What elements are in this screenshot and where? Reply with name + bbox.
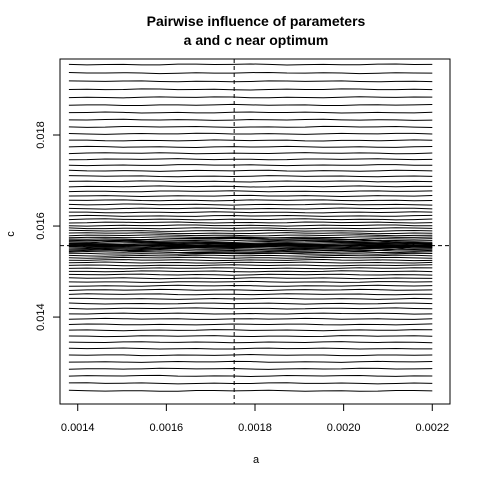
contour-line (68, 214, 433, 217)
contour-line (68, 229, 433, 232)
chart-title-line-1: Pairwise influence of parameters (147, 13, 366, 29)
contour-line (68, 218, 433, 221)
contour-line (68, 250, 433, 254)
contour-line (68, 288, 433, 291)
y-tick-label: 0.014 (35, 303, 47, 331)
contour-line (68, 158, 433, 161)
contour-line (68, 238, 433, 241)
contour-line (68, 224, 433, 227)
contour-line (68, 211, 433, 214)
contour-line (68, 354, 433, 357)
contour-line (68, 111, 433, 114)
contour-line (68, 194, 433, 197)
contour-line (68, 132, 433, 135)
contour-line (68, 80, 433, 83)
contour-line (68, 374, 433, 377)
contour-line (68, 297, 433, 300)
contour-line (68, 145, 433, 148)
contour-line (68, 264, 433, 267)
contour-line (68, 169, 433, 172)
y-tick-label: 0.016 (35, 212, 47, 240)
chart-title-line-2: a and c near optimum (184, 32, 329, 48)
contour-line (68, 180, 433, 183)
contour-line (68, 175, 433, 178)
contour-line (68, 227, 433, 230)
contour-line (68, 190, 433, 193)
contour-line (68, 273, 433, 276)
plot-frame (59, 58, 451, 405)
contour-line (68, 242, 433, 245)
contour-line (68, 284, 433, 287)
contour-line (68, 248, 433, 251)
contour-line (68, 267, 433, 270)
y-axis-label: c (5, 231, 17, 237)
contour-line (68, 293, 433, 296)
contour-line (68, 63, 433, 66)
contour-line (68, 139, 433, 142)
contour-line (68, 256, 433, 259)
contour-line (68, 323, 433, 326)
contour-line (68, 199, 433, 202)
contour-line (68, 280, 433, 283)
y-tick-label: 0.018 (35, 121, 47, 149)
contour-line (68, 254, 433, 257)
contour-line (68, 71, 433, 75)
contour-line (68, 302, 433, 305)
x-tick-label: 0.0014 (61, 422, 95, 434)
contour-line (68, 317, 433, 320)
contour-lines (68, 63, 433, 392)
contour-line (68, 232, 433, 235)
contour-line (68, 360, 433, 363)
x-tick-label: 0.0016 (150, 422, 184, 434)
contour-line (68, 329, 433, 332)
contour-line (68, 335, 433, 338)
contour-line (68, 241, 433, 245)
contour-line (68, 125, 433, 128)
contour-line (68, 312, 433, 315)
contour-line (68, 341, 433, 344)
contour-line (68, 347, 433, 350)
contour-line (68, 367, 433, 370)
contour-line (68, 382, 433, 385)
contour-line (68, 96, 433, 99)
contour-line (68, 247, 433, 250)
contour-line (68, 152, 433, 155)
contour-line (68, 270, 433, 273)
contour-line (68, 259, 433, 262)
contour-line (68, 164, 433, 167)
reference-lines (60, 59, 450, 404)
y-axis: 0.014 0.016 0.018 (35, 121, 61, 331)
contour-line (68, 261, 433, 264)
x-axis: 0.0014 0.0016 0.0018 0.0020 0.0022 (61, 403, 449, 434)
x-axis-label: a (253, 454, 260, 466)
contour-line (68, 207, 433, 210)
x-tick-label: 0.0018 (238, 422, 272, 434)
contour-line (68, 103, 433, 107)
contour-line (68, 307, 433, 310)
contour-line (68, 203, 433, 206)
contour-line (68, 240, 433, 243)
x-tick-label: 0.0022 (415, 422, 449, 434)
contour-line (68, 185, 433, 188)
contour-line (68, 221, 433, 224)
x-tick-label: 0.0020 (327, 422, 361, 434)
contour-line (68, 236, 433, 239)
contour-line (68, 389, 433, 392)
contour-line (68, 88, 433, 91)
contour-line (68, 252, 433, 255)
contour-line (68, 118, 433, 121)
contour-line (68, 234, 433, 237)
contour-line (68, 277, 433, 280)
